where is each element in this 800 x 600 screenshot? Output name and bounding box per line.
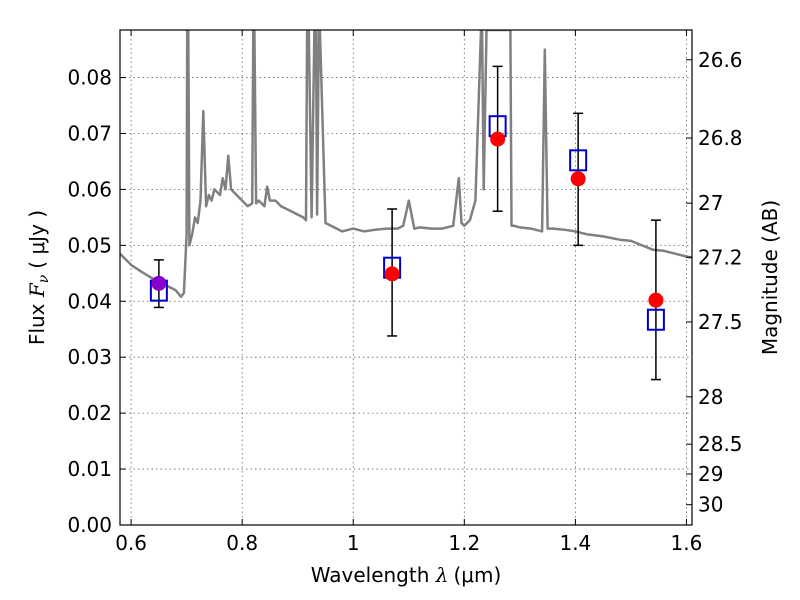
y-tick-label: 0.01 bbox=[67, 457, 112, 481]
y-tick-label: 0.06 bbox=[67, 177, 112, 201]
ticks: 0.6 0.8 1 1.2 1.4 1.6 0.00 0.01 0.02 0.03 0.04 0.05… bbox=[67, 30, 743, 555]
model-point bbox=[646, 308, 665, 331]
observed-point bbox=[648, 292, 664, 308]
x-tick-label: 1 bbox=[347, 531, 360, 555]
plot-frame bbox=[119, 29, 693, 526]
axis-labels: Wavelength λ (μm) Flux Fν( μJy ) Magnitud… bbox=[25, 200, 782, 587]
y-tick-label: 0.08 bbox=[67, 66, 112, 90]
markers bbox=[149, 115, 665, 331]
y2-tick-label: 30 bbox=[698, 493, 723, 517]
x-tick-label: 1.4 bbox=[559, 531, 591, 555]
y2-tick-label: 28 bbox=[698, 385, 723, 409]
y2-tick-label: 27.5 bbox=[698, 310, 743, 334]
y2-axis-label: Magnitude (AB) bbox=[758, 200, 782, 355]
y-tick-label: 0.07 bbox=[67, 121, 112, 145]
y2-tick-label: 28.5 bbox=[698, 432, 743, 456]
y2-tick-label: 29 bbox=[698, 462, 723, 486]
observed-point bbox=[151, 275, 167, 291]
spectrum-line bbox=[120, 30, 692, 299]
y-tick-label: 0.03 bbox=[67, 345, 112, 369]
y-axis-label: Flux Fν( μJy ) bbox=[25, 210, 52, 345]
x-tick-label: 1.6 bbox=[671, 531, 703, 555]
observed-point bbox=[384, 266, 400, 282]
x-tick-label: 0.8 bbox=[226, 531, 258, 555]
x-tick-label: 0.6 bbox=[115, 531, 147, 555]
spectrum-series bbox=[120, 30, 692, 299]
y-tick-label: 0.00 bbox=[67, 513, 112, 537]
model-point bbox=[569, 149, 588, 172]
y-tick-label: 0.04 bbox=[67, 289, 112, 313]
y2-tick-label: 27 bbox=[698, 191, 723, 215]
y2-tick-label: 26.8 bbox=[698, 126, 743, 150]
y-tick-label: 0.05 bbox=[67, 233, 112, 257]
x-axis-label: Wavelength λ (μm) bbox=[311, 563, 502, 587]
observed-point bbox=[570, 171, 586, 187]
y-tick-label: 0.02 bbox=[67, 401, 112, 425]
y2-tick-label: 26.6 bbox=[698, 48, 743, 72]
observed-point bbox=[490, 131, 506, 147]
x-tick-label: 1.2 bbox=[448, 531, 480, 555]
y2-tick-label: 27.2 bbox=[698, 245, 743, 269]
